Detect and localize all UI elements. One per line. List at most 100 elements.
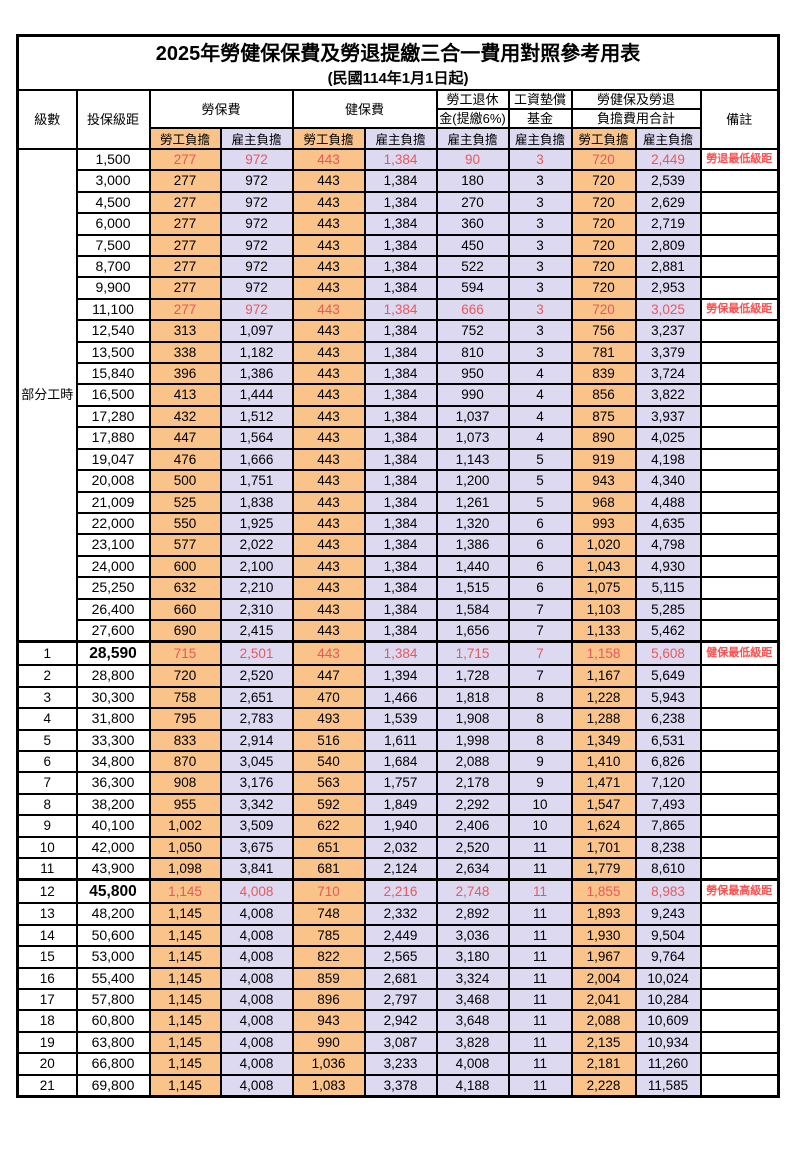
health-insurance-employer-cell: 1,940 xyxy=(363,814,438,838)
bracket-cell: 19,047 xyxy=(75,447,151,472)
health-insurance-employee-cell: 443 xyxy=(291,383,366,407)
pension-employer-cell: 1,998 xyxy=(435,728,510,752)
health-insurance-employee-cell: 443 xyxy=(291,511,366,536)
col-header-total-line2: 負擔費用合計 xyxy=(570,108,702,129)
total-employer-cell: 3,379 xyxy=(634,340,702,365)
pension-employer-cell: 450 xyxy=(435,233,510,258)
health-insurance-employer-cell: 2,449 xyxy=(363,923,438,948)
labor-insurance-employee-cell: 1,145 xyxy=(148,923,222,948)
total-employee-cell: 756 xyxy=(570,319,637,343)
level-cell: 17 xyxy=(16,988,78,1012)
labor-insurance-employer-cell: 1,838 xyxy=(219,490,294,514)
wage-fund-employer-cell: 11 xyxy=(507,1052,573,1076)
health-insurance-employer-cell: 2,332 xyxy=(363,902,438,926)
table-row: 16,500 413 1,444 443 1,384 990 4 856 3,8… xyxy=(18,383,780,407)
table-row: 9,900 277 972 443 1,384 594 3 720 2,953 xyxy=(18,276,780,300)
labor-insurance-employer-cell: 972 xyxy=(219,212,294,236)
total-employer-cell: 4,025 xyxy=(634,426,702,450)
labor-insurance-employee-cell: 447 xyxy=(148,426,222,450)
health-insurance-employer-cell: 3,378 xyxy=(363,1073,438,1098)
total-employer-cell: 10,284 xyxy=(634,988,702,1012)
health-insurance-employee-cell: 443 xyxy=(291,618,366,643)
labor-insurance-employee-cell: 277 xyxy=(148,212,222,236)
labor-insurance-employee-cell: 277 xyxy=(148,233,222,258)
wage-fund-employer-cell: 3 xyxy=(507,190,573,215)
premium-table: 2025年勞健保保費及勞退提繳三合一費用對照參考用表 (民國114年1月1日起)… xyxy=(16,34,781,1099)
total-employee-cell: 1,349 xyxy=(570,728,637,752)
total-employer-cell: 11,585 xyxy=(634,1073,702,1098)
labor-insurance-employee-cell: 277 xyxy=(148,190,222,215)
pension-employer-cell: 2,088 xyxy=(435,749,510,774)
labor-insurance-employer-cell: 4,008 xyxy=(219,1052,294,1076)
labor-insurance-employer-cell: 2,783 xyxy=(219,707,294,731)
labor-insurance-employee-cell: 1,145 xyxy=(148,878,222,905)
pension-employer-cell: 1,715 xyxy=(435,640,510,667)
labor-insurance-employer-cell: 1,444 xyxy=(219,383,294,407)
health-insurance-employee-cell: 1,036 xyxy=(291,1052,366,1076)
remark-cell xyxy=(699,212,780,236)
level-cell: 19 xyxy=(16,1030,78,1055)
labor-insurance-employer-cell: 4,008 xyxy=(219,878,294,905)
col-header-wage-fund-line2: 基金 xyxy=(507,108,573,129)
wage-fund-employer-cell: 6 xyxy=(507,511,573,536)
pension-employer-cell: 3,648 xyxy=(435,1009,510,1033)
health-insurance-employee-cell: 443 xyxy=(291,447,366,472)
labor-insurance-employee-cell: 577 xyxy=(148,533,222,557)
level-cell: 8 xyxy=(16,792,78,817)
table-row: 21,009 525 1,838 443 1,384 1,261 5 968 4… xyxy=(18,490,780,514)
labor-insurance-employer-cell: 2,415 xyxy=(219,618,294,643)
total-employer-cell: 8,610 xyxy=(634,857,702,881)
table-row: 12,540 313 1,097 443 1,384 752 3 756 3,2… xyxy=(18,319,780,343)
pension-employer-cell: 1,037 xyxy=(435,404,510,429)
remark-cell xyxy=(699,618,780,643)
total-employee-cell: 1,020 xyxy=(570,533,637,557)
wage-fund-employer-cell: 3 xyxy=(507,169,573,193)
labor-insurance-employer-cell: 1,182 xyxy=(219,340,294,365)
title-cell: 2025年勞健保保費及勞退提繳三合一費用對照參考用表 (民國114年1月1日起) xyxy=(16,34,780,91)
total-employer-cell: 4,635 xyxy=(634,511,702,536)
health-insurance-employee-cell: 710 xyxy=(291,878,366,905)
wage-fund-employer-cell: 3 xyxy=(507,255,573,279)
level-cell: 18 xyxy=(16,1009,78,1033)
table-row: 20 66,800 1,145 4,008 1,036 3,233 4,008 … xyxy=(16,1052,780,1076)
labor-insurance-employer-cell: 4,008 xyxy=(219,988,294,1012)
table-row: 17,280 432 1,512 443 1,384 1,037 4 875 3… xyxy=(18,404,780,429)
bracket-cell: 63,800 xyxy=(75,1030,151,1055)
wage-fund-employer-cell: 3 xyxy=(507,340,573,365)
total-employer-cell: 8,983 xyxy=(634,878,702,905)
remark-cell xyxy=(699,554,780,579)
wage-fund-employer-cell: 6 xyxy=(507,533,573,557)
total-employee-cell: 720 xyxy=(570,212,637,236)
table-row: 25,250 632 2,210 443 1,384 1,515 6 1,075… xyxy=(18,576,780,600)
pension-employer-cell: 1,584 xyxy=(435,597,510,621)
wage-fund-employer-cell: 8 xyxy=(507,707,573,731)
remark-cell xyxy=(699,707,780,731)
table-row: 18 60,800 1,145 4,008 943 2,942 3,648 11… xyxy=(16,1009,780,1033)
total-employee-cell: 720 xyxy=(570,233,637,258)
wage-fund-employer-cell: 4 xyxy=(507,404,573,429)
labor-insurance-employer-cell: 2,210 xyxy=(219,576,294,600)
wage-fund-employer-cell: 7 xyxy=(507,664,573,688)
wage-fund-employer-cell: 9 xyxy=(507,749,573,774)
health-insurance-employer-cell: 3,087 xyxy=(363,1030,438,1055)
labor-insurance-employee-cell: 1,145 xyxy=(148,945,222,969)
health-insurance-employer-cell: 1,384 xyxy=(363,597,438,621)
health-insurance-employer-cell: 1,539 xyxy=(363,707,438,731)
level-cell: 20 xyxy=(16,1052,78,1076)
bracket-cell: 42,000 xyxy=(75,835,151,860)
total-employee-cell: 2,228 xyxy=(570,1073,637,1098)
col-header-health-insurance: 健保費 xyxy=(291,89,438,129)
labor-insurance-employer-cell: 1,751 xyxy=(219,469,294,493)
table-row: 2 28,800 720 2,520 447 1,394 1,728 7 1,1… xyxy=(16,664,780,688)
total-employer-cell: 5,462 xyxy=(634,618,702,643)
bracket-cell: 31,800 xyxy=(75,707,151,731)
bracket-cell: 48,200 xyxy=(75,902,151,926)
wage-fund-employer-cell: 3 xyxy=(507,297,573,322)
wage-fund-employer-cell: 3 xyxy=(507,319,573,343)
labor-insurance-employer-cell: 4,008 xyxy=(219,923,294,948)
pension-employer-cell: 1,515 xyxy=(435,576,510,600)
total-employee-cell: 1,893 xyxy=(570,902,637,926)
level-cell: 13 xyxy=(16,902,78,926)
level-cell: 1 xyxy=(16,640,78,667)
labor-insurance-employee-cell: 277 xyxy=(148,276,222,300)
